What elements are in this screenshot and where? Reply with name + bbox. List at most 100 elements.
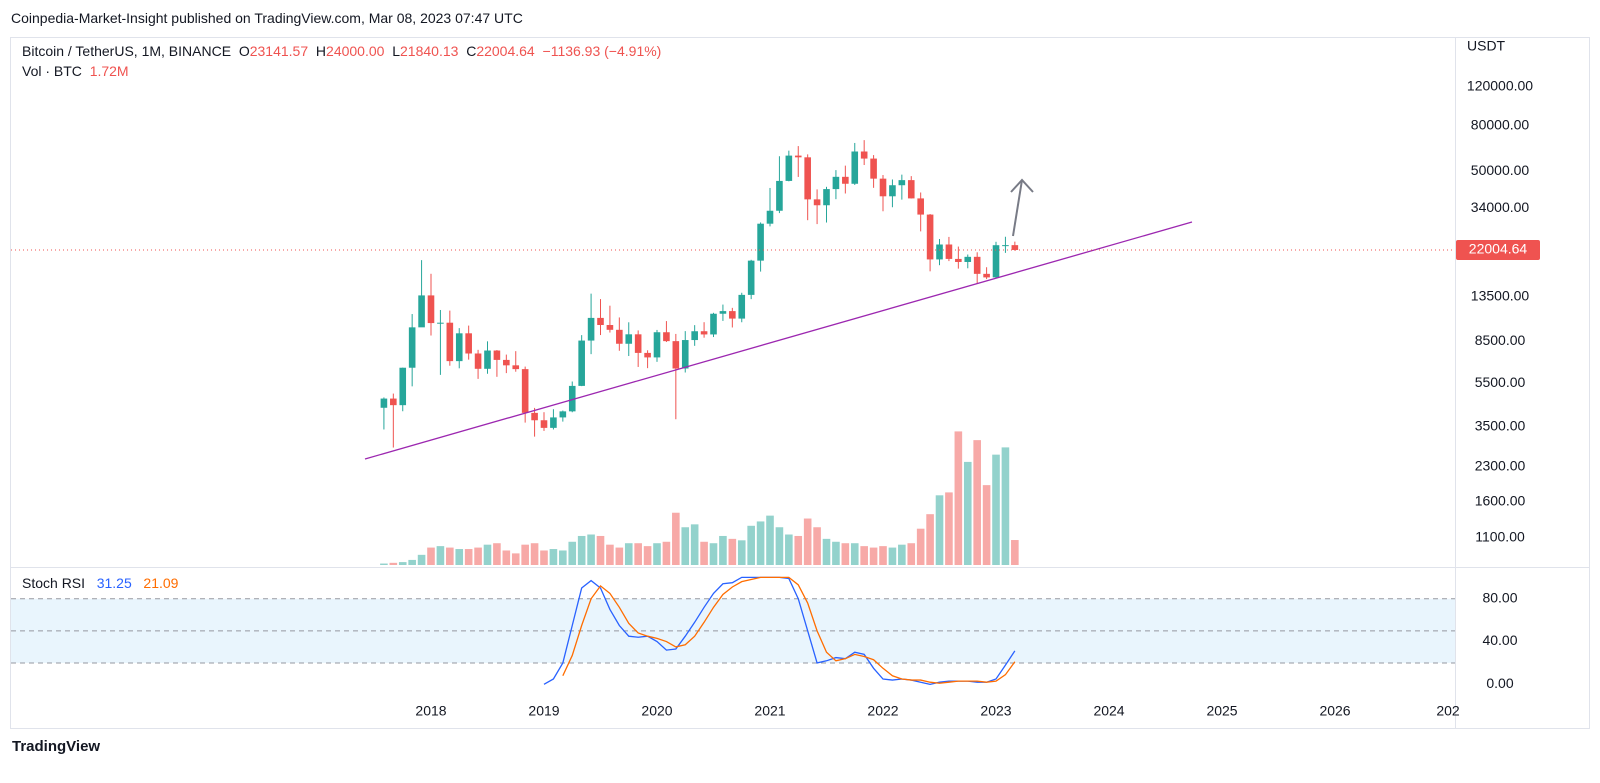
o-value: 23141.57	[249, 43, 309, 59]
x-tick-label: 2023	[980, 703, 1011, 719]
volume-bar	[446, 547, 454, 565]
candle-body	[964, 256, 972, 262]
candle-body	[681, 340, 689, 369]
o-key: O	[238, 43, 250, 59]
y-tick-label: 120000.00	[1467, 78, 1533, 94]
candle-body	[729, 311, 736, 319]
symbol: Bitcoin / TetherUS, 1M, BINANCE	[22, 43, 232, 59]
y-tick-label: 34000.00	[1471, 199, 1530, 215]
candle-body	[700, 331, 708, 335]
volume-bar	[380, 563, 388, 565]
candle-body	[804, 157, 811, 200]
volume-bar	[841, 543, 850, 565]
candle-body	[757, 223, 764, 261]
x-tick-label: 202	[1436, 703, 1460, 719]
change: −1136.93 (−4.91%)	[542, 43, 662, 59]
candle-body	[578, 340, 585, 386]
candle-body	[540, 420, 548, 428]
volume-bar	[559, 550, 567, 565]
volume-bar	[916, 528, 925, 565]
volume-bar	[540, 550, 548, 565]
candle-body	[531, 412, 538, 421]
volume-bar	[417, 554, 426, 565]
candle-body	[747, 260, 755, 295]
price-label: 22004.64	[1469, 241, 1528, 257]
volume-bar	[653, 543, 661, 565]
volume-bar	[596, 535, 605, 565]
candle-body	[616, 329, 623, 344]
banner: Coinpedia-Market-Insight published on Tr…	[11, 10, 523, 26]
candle-body	[898, 180, 906, 186]
volume-bar	[511, 553, 520, 565]
stoch-tick-label: 0.00	[1486, 675, 1513, 691]
candle-body	[672, 341, 680, 369]
l-key: L	[392, 43, 401, 59]
candle-body	[926, 214, 934, 260]
x-tick-label: 2020	[641, 703, 672, 719]
volume-bar	[860, 546, 868, 565]
candle-body	[719, 311, 727, 314]
k-value: 31.25	[96, 575, 132, 591]
candle-body	[813, 199, 821, 206]
volume-bar	[963, 461, 972, 565]
volume-bar	[624, 543, 633, 565]
candle-body	[390, 398, 397, 406]
y-tick-label: 8500.00	[1475, 332, 1526, 348]
x-tick-label: 2021	[754, 703, 785, 719]
candle-body	[766, 210, 774, 224]
candle-body	[955, 258, 962, 262]
h-key: H	[315, 43, 327, 59]
volume-bar	[577, 535, 586, 565]
candle-body	[437, 322, 444, 324]
volume-bar	[747, 525, 755, 565]
volume-bar	[756, 521, 765, 565]
volume-bar	[615, 547, 624, 565]
candle-body	[503, 359, 510, 366]
volume-bar	[832, 541, 840, 565]
h-value: 24000.00	[326, 43, 385, 59]
candle-body	[738, 294, 746, 319]
volume-bar	[502, 550, 511, 565]
candle-body	[1002, 245, 1009, 247]
stoch-tick-label: 80.00	[1482, 589, 1517, 605]
volume-bar	[389, 562, 398, 565]
vol-title: Vol · BTC	[22, 63, 82, 79]
volume-bar	[464, 549, 473, 565]
volume-bar	[973, 440, 981, 565]
volume-bar	[775, 527, 784, 565]
volume-bar	[408, 559, 416, 565]
candle-body	[587, 317, 595, 341]
footer-logo: TradingView	[12, 738, 101, 755]
volume-bar	[700, 541, 708, 565]
volume-bar	[662, 541, 671, 565]
candle-body	[644, 352, 651, 358]
volume-bar	[427, 547, 435, 565]
candle-body	[408, 327, 416, 368]
chart-border	[10, 37, 1590, 729]
volume-bar	[493, 543, 501, 565]
candle-body	[842, 176, 849, 184]
candle-body	[493, 350, 501, 360]
x-tick-label: 2026	[1319, 703, 1350, 719]
candle-body	[889, 185, 896, 197]
price-label-box	[1456, 239, 1540, 260]
candle-body	[474, 353, 482, 369]
candle-body	[945, 244, 953, 259]
candle-body	[851, 151, 859, 184]
volume-bar	[785, 534, 793, 565]
volume-bar	[907, 543, 916, 565]
candle-body	[380, 398, 388, 408]
candle-body	[446, 322, 454, 362]
volume-bar	[794, 535, 803, 565]
volume-bar	[766, 515, 774, 565]
candle-body	[512, 365, 520, 370]
candle-body	[870, 158, 877, 179]
candle-body	[455, 333, 463, 362]
vol-value: 1.72M	[89, 63, 129, 79]
candle-body	[860, 151, 868, 159]
volume-bar	[945, 492, 953, 565]
candle-body	[606, 325, 614, 330]
volume-bar	[850, 543, 859, 565]
volume-bar	[606, 544, 614, 565]
trend-line	[364, 221, 1193, 460]
